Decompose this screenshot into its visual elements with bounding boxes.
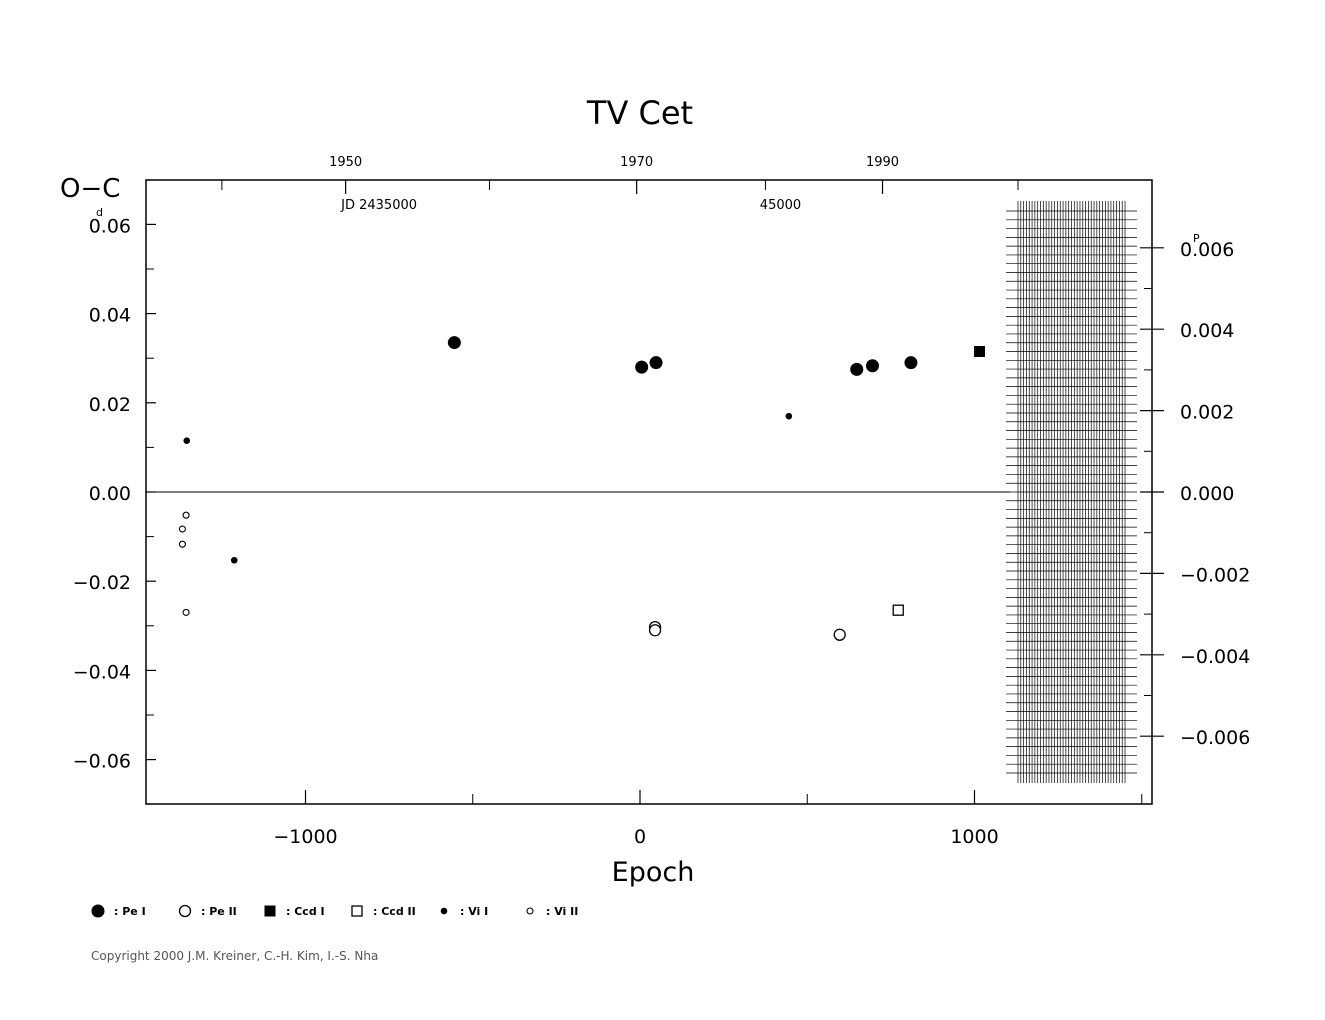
year-tick-label: 1950 [329, 155, 362, 170]
y2-tick-label: −0.006 [1180, 727, 1250, 749]
data-point-filled-circle-small [785, 412, 793, 420]
legend-label: : Pe I [114, 905, 146, 918]
data-point-filled-circle-large [904, 356, 918, 370]
legend-marker [351, 905, 363, 917]
y2-unit-superscript: P [1193, 232, 1200, 245]
data-point-open-square [892, 604, 904, 616]
legend: : Pe I : Pe II : Ccd I : Ccd II : Vi I : Vi I… [91, 904, 578, 918]
data-point-open-circle-large [648, 624, 662, 637]
data-point-filled-circle-large [865, 359, 879, 373]
data-point-open-circle-large [833, 628, 846, 641]
y2-tick-label: −0.002 [1180, 564, 1250, 586]
y-tick-label: −0.02 [73, 572, 131, 594]
legend-marker [440, 907, 448, 915]
data-point-filled-circle-large [635, 360, 649, 374]
legend-label: : Ccd I [286, 905, 325, 918]
legend-label: : Pe II [201, 905, 237, 918]
data-point-filled-circle-large [447, 336, 461, 350]
y2-tick-label: 0.000 [1180, 483, 1234, 505]
year-tick-label: 1970 [620, 155, 653, 170]
hatched-region [1005, 201, 1138, 783]
legend-label: : Vi II [546, 905, 578, 918]
y-tick-label: 0.02 [89, 394, 131, 416]
y-unit-superscript: d [96, 206, 103, 219]
x-axis-label: Epoch [612, 857, 695, 888]
copyright-notice: Copyright 2000 J.M. Kreiner, C.-H. Kim, … [91, 949, 379, 963]
y2-tick-label: 0.004 [1180, 320, 1234, 342]
data-point-open-circle-small [178, 540, 186, 548]
data-point-open-circle-small [182, 608, 190, 616]
x-tick-label: −1000 [273, 826, 337, 848]
data-point-filled-circle-large [850, 362, 864, 376]
y-tick-label: −0.04 [73, 661, 131, 683]
year-tick-label: 1990 [866, 155, 899, 170]
data-point-filled-square [974, 346, 986, 358]
legend-marker [91, 904, 105, 918]
data-point-open-circle-small [182, 511, 190, 519]
data-points [178, 336, 986, 641]
legend-marker [526, 907, 534, 915]
chart-title: TV Cet [586, 94, 693, 132]
data-point-filled-circle-large [649, 356, 663, 370]
legend-label: : Ccd II [373, 905, 416, 918]
y2-tick-label: −0.004 [1180, 646, 1250, 668]
y2-tick-label: 0.006 [1180, 239, 1234, 261]
y2-tick-label: 0.002 [1180, 402, 1234, 424]
x-tick-label: 1000 [950, 826, 998, 848]
jd-label: JD 2435000 [340, 198, 417, 213]
y-tick-label: 0.06 [89, 215, 131, 237]
data-point-filled-circle-small [183, 437, 191, 445]
axes: −0.06 −0.04 −0.02 0.00 0.02 0.04 0.06 −0.006 −0.… [73, 155, 1251, 848]
y-tick-label: 0.04 [89, 305, 131, 327]
x-tick-label: 0 [634, 826, 646, 848]
legend-marker [178, 904, 192, 918]
y-tick-label: −0.06 [73, 751, 131, 773]
y-axis-label: O−C [60, 174, 120, 204]
data-point-filled-circle-small [230, 556, 238, 564]
legend-marker [264, 905, 276, 917]
data-point-open-circle-small [178, 525, 186, 533]
jd-label: 45000 [760, 198, 801, 213]
y-tick-label: 0.00 [89, 483, 131, 505]
legend-label: : Vi I [460, 905, 488, 918]
